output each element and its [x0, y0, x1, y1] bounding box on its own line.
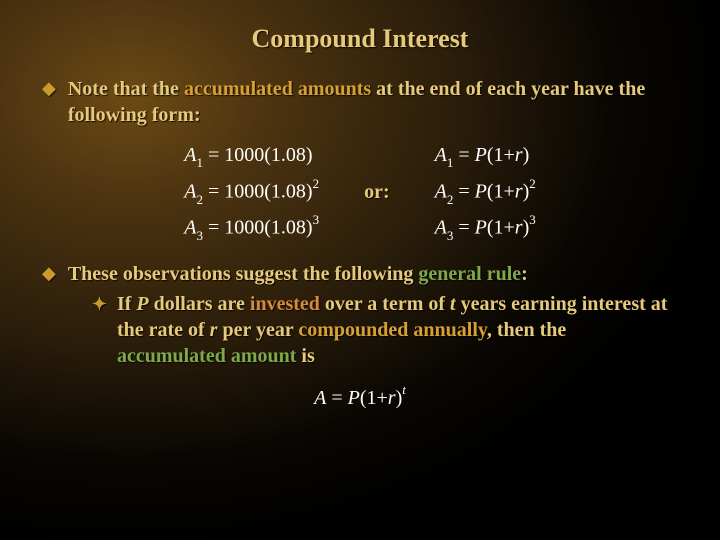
eq-left-3: A3 = 1000(1.08)3 [184, 213, 319, 243]
f-A: A [314, 387, 326, 409]
bullet-1-text: Note that the accumulated amounts at the… [68, 76, 678, 128]
eq-left-2: A2 = 1000(1.08)2 [184, 177, 319, 207]
eq-l2-eq: = [203, 180, 224, 202]
slide: Compound Interest ◆ Note that the accumu… [0, 0, 720, 540]
eq-r3-sub: 3 [447, 228, 454, 243]
s-t5: per year [217, 319, 298, 341]
or-label: or: [364, 181, 390, 204]
eq-r2-var: A [435, 180, 447, 202]
eq-l1-sub: 1 [196, 155, 203, 170]
eq-l3-rhs: 1000(1.08) [224, 216, 312, 238]
sub-bullet: ✦ If P dollars are invested over a term … [92, 291, 678, 369]
eq-l1-eq: = [203, 144, 224, 166]
s-t2: dollars are [149, 293, 250, 315]
eq-l3-sub: 3 [196, 228, 203, 243]
s-t1: If [117, 293, 136, 315]
eq-r1-mid: (1+ [487, 144, 515, 166]
sub-bullet-text: If P dollars are invested over a term of… [117, 291, 678, 369]
b2-colon: : [521, 263, 528, 285]
eq-r2-sub: 2 [447, 192, 454, 207]
equations-left-col: A1 = 1000(1.08) A2 = 1000(1.08)2 A3 = 10… [184, 142, 319, 243]
eq-l1-rhs: 1000(1.08) [224, 144, 312, 166]
eq-l3-var: A [184, 216, 196, 238]
bullet-2: ◆ These observations suggest the followi… [42, 261, 678, 369]
b2-pre: These observations suggest the following [68, 263, 419, 285]
b2-gen: general rule [418, 263, 521, 285]
s-inv: invested [250, 293, 320, 315]
s-comp: compounded annually [298, 319, 486, 341]
eq-r2-eq: = [453, 180, 474, 202]
final-equation: A = P(1+r)t [42, 383, 678, 412]
eq-right-3: A3 = P(1+r)3 [435, 213, 536, 243]
s-P: P [136, 293, 148, 315]
s-t3: over a term of [320, 293, 450, 315]
equations-row: A1 = 1000(1.08) A2 = 1000(1.08)2 A3 = 10… [42, 142, 678, 243]
eq-r2-r: r [515, 180, 523, 202]
f-P: P [348, 387, 360, 409]
eq-r3-var: A [435, 216, 447, 238]
eq-r3-eq: = [453, 216, 474, 238]
cross-icon: ✦ [92, 293, 107, 316]
eq-r1-eq: = [453, 144, 474, 166]
b1-accum: accumulated amounts [184, 78, 371, 100]
eq-r2-sup: 2 [529, 176, 536, 191]
eq-r1-r: r [515, 144, 523, 166]
f-eq: = [326, 387, 347, 409]
eq-r3-mid: (1+ [487, 216, 515, 238]
eq-r1-var: A [435, 144, 447, 166]
diamond-icon: ◆ [42, 78, 56, 99]
eq-l1-var: A [184, 144, 196, 166]
f-mid: (1+ [360, 387, 388, 409]
diamond-icon: ◆ [42, 263, 56, 284]
eq-l2-var: A [184, 180, 196, 202]
eq-r1-p: P [475, 144, 487, 166]
f-sup: t [402, 382, 406, 397]
slide-title: Compound Interest [42, 24, 678, 54]
eq-l3-sup: 3 [313, 212, 320, 227]
eq-l2-rhs: 1000(1.08) [224, 180, 312, 202]
s-t7: is [296, 345, 314, 367]
eq-r1-sub: 1 [447, 155, 454, 170]
eq-r2-p: P [475, 180, 487, 202]
eq-right-2: A2 = P(1+r)2 [435, 177, 536, 207]
eq-r1-close: ) [523, 144, 530, 166]
eq-l3-eq: = [203, 216, 224, 238]
b1-pre: Note that the [68, 78, 184, 100]
eq-left-1: A1 = 1000(1.08) [184, 142, 312, 171]
eq-r3-r: r [515, 216, 523, 238]
eq-l2-sup: 2 [313, 176, 320, 191]
equations-right-col: A1 = P(1+r) A2 = P(1+r)2 A3 = P(1+r)3 [435, 142, 536, 243]
s-t6: , then the [487, 319, 566, 341]
bullet-1: ◆ Note that the accumulated amounts at t… [42, 76, 678, 128]
eq-right-1: A1 = P(1+r) [435, 142, 530, 171]
eq-l2-sub: 2 [196, 192, 203, 207]
eq-r2-mid: (1+ [487, 180, 515, 202]
eq-r3-p: P [475, 216, 487, 238]
s-accum: accumulated amount [117, 345, 296, 367]
f-r: r [388, 387, 396, 409]
bullet-2-text: These observations suggest the following… [68, 261, 678, 369]
eq-r3-sup: 3 [529, 212, 536, 227]
